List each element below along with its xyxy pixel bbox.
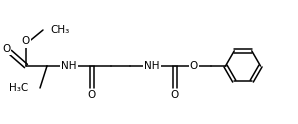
Text: O: O xyxy=(2,44,10,54)
Text: O: O xyxy=(171,90,179,100)
Text: O: O xyxy=(22,36,30,46)
Text: NH: NH xyxy=(61,61,77,71)
Text: O: O xyxy=(88,90,96,100)
Text: NH: NH xyxy=(144,61,160,71)
Text: H₃C: H₃C xyxy=(9,83,28,93)
Text: O: O xyxy=(190,61,198,71)
Text: CH₃: CH₃ xyxy=(50,25,69,35)
